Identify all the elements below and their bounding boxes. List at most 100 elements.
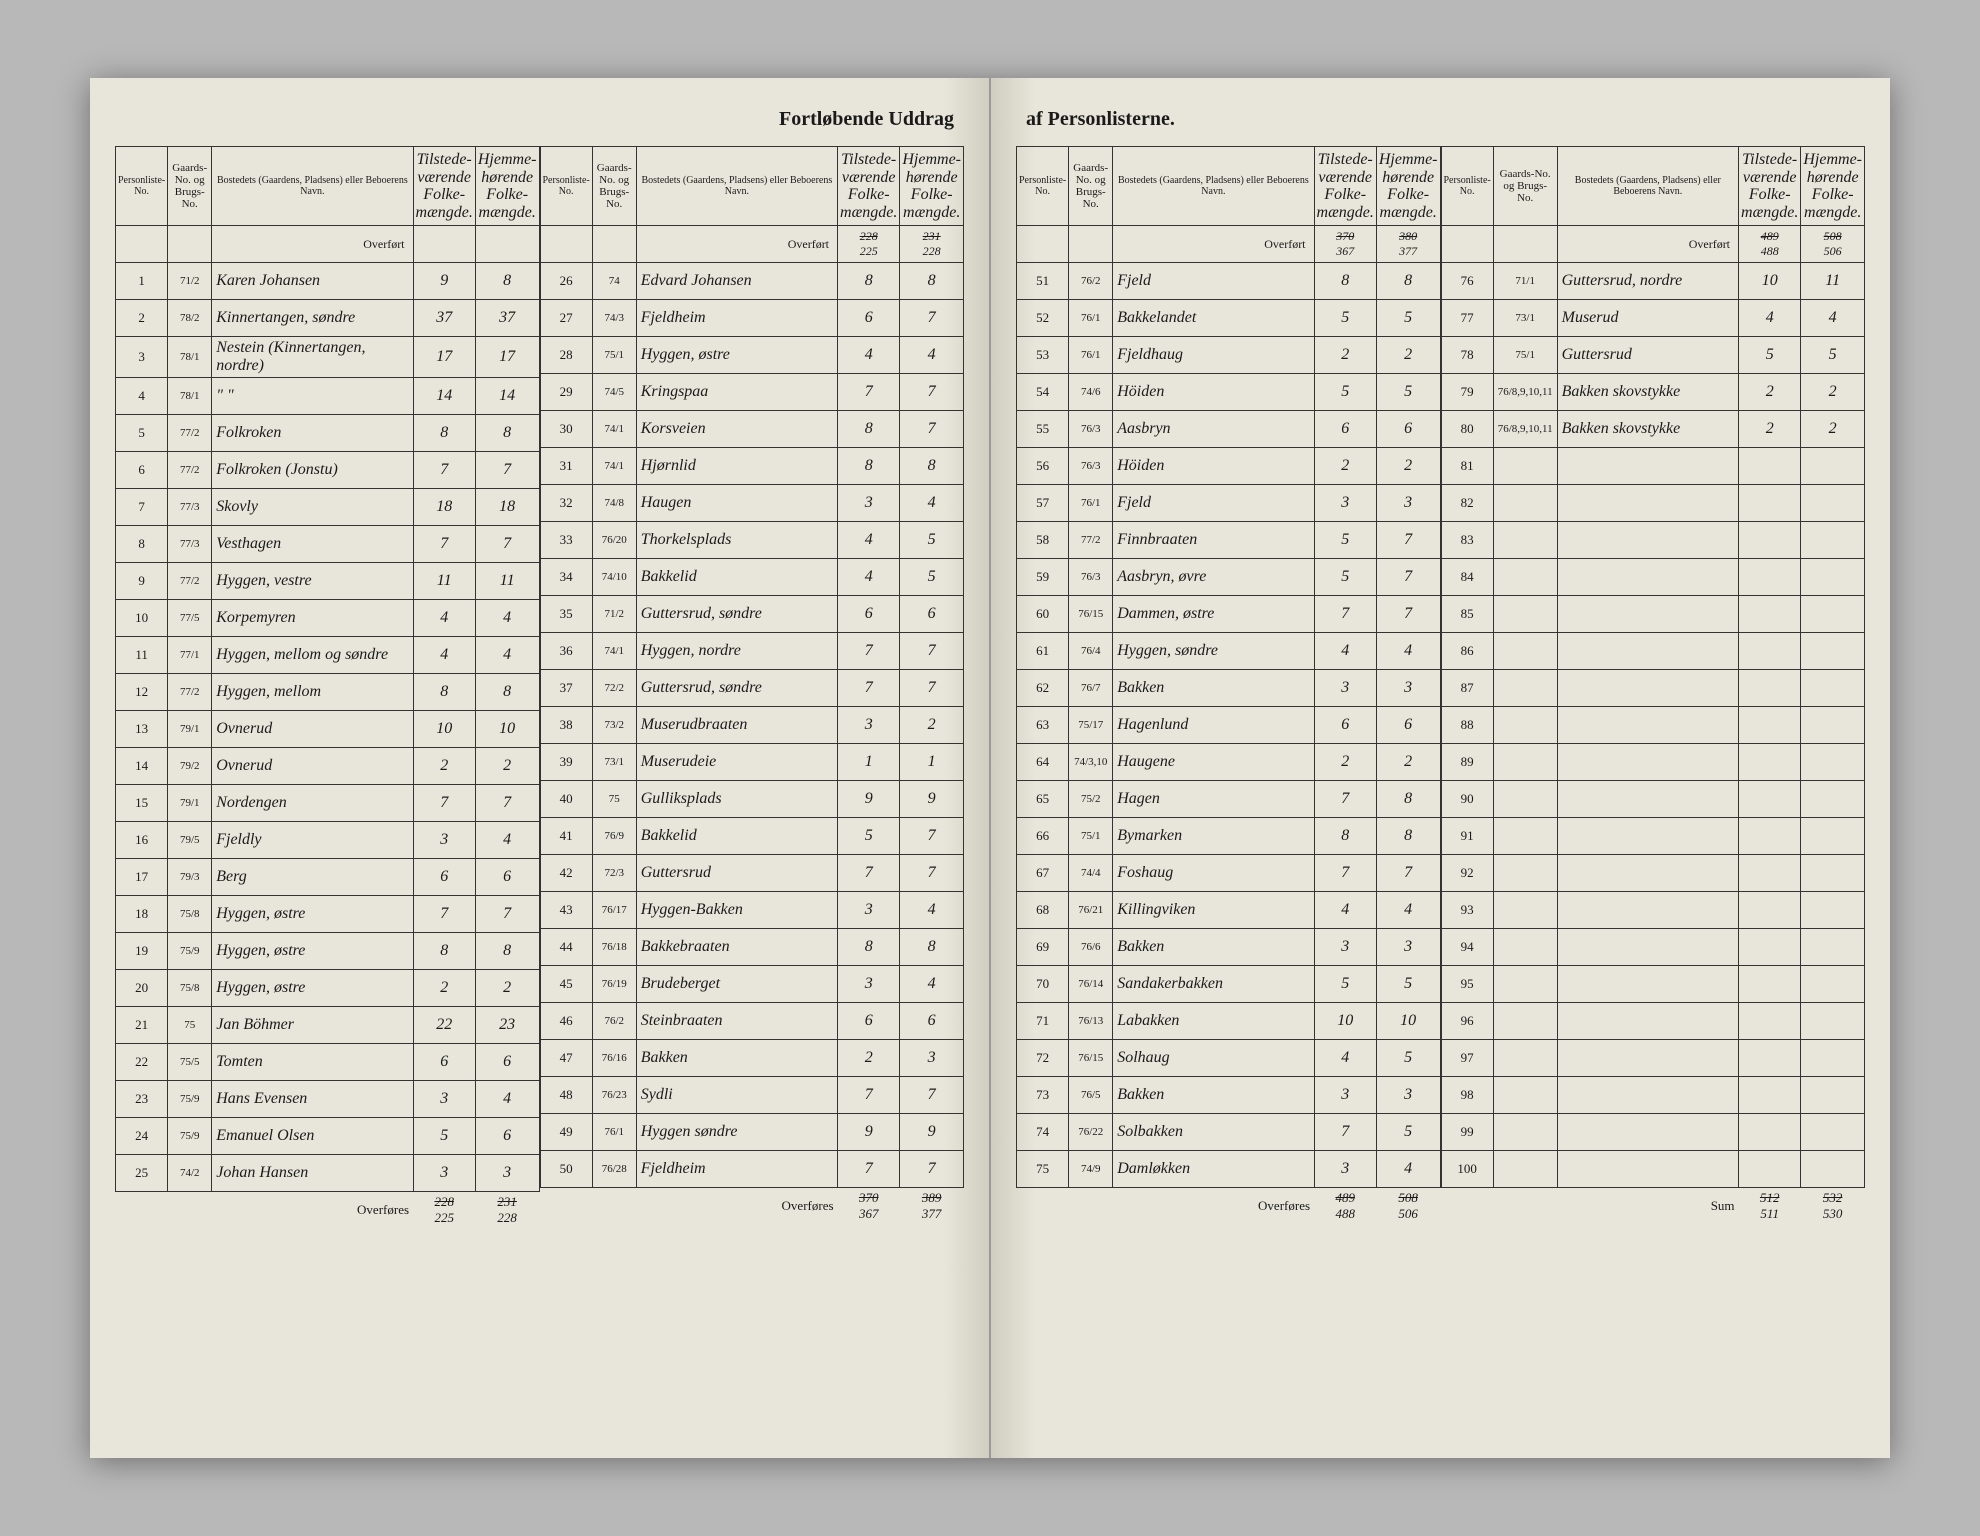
tilstede-count bbox=[1739, 670, 1801, 707]
gaard-number: 74/4 bbox=[1069, 855, 1113, 892]
tilstede-count bbox=[1739, 485, 1801, 522]
hjemme-count: 2 bbox=[1376, 337, 1440, 374]
row-number: 29 bbox=[540, 374, 592, 411]
hjemme-count: 2 bbox=[475, 748, 539, 785]
table-row: 14 79/2 Ovnerud 2 2 bbox=[116, 748, 540, 785]
table-row: 71 76/13 Labakken 10 10 bbox=[1017, 1003, 1441, 1040]
gaard-number: 76/6 bbox=[1069, 929, 1113, 966]
table-row: 89 bbox=[1441, 744, 1865, 781]
gaard-number: 76/5 bbox=[1069, 1077, 1113, 1114]
gaard-number: 76/14 bbox=[1069, 966, 1113, 1003]
row-number: 57 bbox=[1017, 485, 1069, 522]
bosted-name: Muserudeie bbox=[636, 744, 837, 781]
hjemme-count: 6 bbox=[900, 1003, 964, 1040]
table-row: 29 74/5 Kringspaa 7 7 bbox=[540, 374, 964, 411]
row-number: 46 bbox=[540, 1003, 592, 1040]
tilstede-count: 7 bbox=[1314, 1114, 1376, 1151]
table-row: 57 76/1 Fjeld 3 3 bbox=[1017, 485, 1441, 522]
table-row: 54 74/6 Höiden 5 5 bbox=[1017, 374, 1441, 411]
hjemme-count: 3 bbox=[1376, 485, 1440, 522]
tilstede-count: 4 bbox=[838, 559, 900, 596]
row-number: 19 bbox=[116, 933, 168, 970]
hjemme-count: 7 bbox=[475, 526, 539, 563]
bosted-name: Bakken skovstykke bbox=[1557, 374, 1738, 411]
table-row: 77 73/1 Muserud 4 4 bbox=[1441, 300, 1865, 337]
ledger-block-2: Personliste-No. Gaards-No. og Brugs-No. … bbox=[540, 146, 965, 1228]
gaard-number: 76/9 bbox=[592, 818, 636, 855]
row-number: 96 bbox=[1441, 1003, 1493, 1040]
gaard-number: 75/5 bbox=[168, 1044, 212, 1081]
table-row: 74 76/22 Solbakken 7 5 bbox=[1017, 1114, 1441, 1151]
bosted-name: Solbakken bbox=[1113, 1114, 1314, 1151]
row-number: 82 bbox=[1441, 485, 1493, 522]
row-number: 99 bbox=[1441, 1114, 1493, 1151]
bosted-name: Nestein (Kinnertangen, nordre) bbox=[212, 337, 413, 378]
table-row: 28 75/1 Hyggen, østre 4 4 bbox=[540, 337, 964, 374]
hjemme-count: 4 bbox=[475, 637, 539, 674]
bosted-name: Hyggen, vestre bbox=[212, 563, 413, 600]
tilstede-count: 6 bbox=[838, 300, 900, 337]
footer-label: Sum bbox=[1441, 1188, 1739, 1225]
gaard-number: 77/2 bbox=[168, 452, 212, 489]
gaard-number: 76/1 bbox=[592, 1114, 636, 1151]
row-number: 62 bbox=[1017, 670, 1069, 707]
bosted-name: Fjeldheim bbox=[636, 300, 837, 337]
gaard-number bbox=[1493, 596, 1557, 633]
tilstede-count: 5 bbox=[1314, 559, 1376, 596]
gaard-number: 74/5 bbox=[592, 374, 636, 411]
row-number: 90 bbox=[1441, 781, 1493, 818]
bosted-name: Karen Johansen bbox=[212, 263, 413, 300]
hjemme-count: 4 bbox=[1376, 633, 1440, 670]
bosted-name: Bakken skovstykke bbox=[1557, 411, 1738, 448]
row-number: 4 bbox=[116, 378, 168, 415]
ledger-table-3: Personliste-No. Gaards-No. og Brugs-No. … bbox=[1016, 146, 1441, 1224]
row-number: 72 bbox=[1017, 1040, 1069, 1077]
row-number: 89 bbox=[1441, 744, 1493, 781]
tilstede-count: 8 bbox=[1314, 263, 1376, 300]
table-row: 60 76/15 Dammen, østre 7 7 bbox=[1017, 596, 1441, 633]
bosted-name: Foshaug bbox=[1113, 855, 1314, 892]
header-tilstede: Tilstede-værende Folke-mængde. bbox=[1739, 147, 1801, 226]
header-bosted: Bostedets (Gaardens, Pladsens) eller Beb… bbox=[1557, 147, 1738, 226]
ledger-table-4: Personliste-No. Gaards-No. og Brugs-No. … bbox=[1441, 146, 1866, 1224]
table-row: 8 77/3 Vesthagen 7 7 bbox=[116, 526, 540, 563]
footer-row: Overføres 228225 231228 bbox=[116, 1192, 540, 1229]
footer-row: Overføres 370367 389377 bbox=[540, 1188, 964, 1225]
hjemme-count: 8 bbox=[475, 263, 539, 300]
bosted-name: Haugene bbox=[1113, 744, 1314, 781]
tilstede-count: 6 bbox=[413, 859, 475, 896]
row-number: 12 bbox=[116, 674, 168, 711]
bosted-name: Berg bbox=[212, 859, 413, 896]
header-gaard-no: Gaards-No. og Brugs-No. bbox=[592, 147, 636, 226]
bosted-name: Sydli bbox=[636, 1077, 837, 1114]
tilstede-count: 7 bbox=[413, 452, 475, 489]
table-row: 58 77/2 Finnbraaten 5 7 bbox=[1017, 522, 1441, 559]
table-row: 16 79/5 Fjeldly 3 4 bbox=[116, 822, 540, 859]
bosted-name: Fjeld bbox=[1113, 263, 1314, 300]
table-row: 82 bbox=[1441, 485, 1865, 522]
hjemme-count: 2 bbox=[900, 707, 964, 744]
bosted-name: Bakken bbox=[1113, 670, 1314, 707]
tilstede-count: 10 bbox=[1739, 263, 1801, 300]
hjemme-count: 4 bbox=[475, 822, 539, 859]
bosted-name: Aasbryn bbox=[1113, 411, 1314, 448]
gaard-number bbox=[1493, 966, 1557, 1003]
hjemme-count: 6 bbox=[475, 1118, 539, 1155]
bosted-name bbox=[1557, 522, 1738, 559]
row-number: 18 bbox=[116, 896, 168, 933]
gaard-number: 79/1 bbox=[168, 711, 212, 748]
table-row: 47 76/16 Bakken 2 3 bbox=[540, 1040, 964, 1077]
hjemme-count bbox=[1801, 1077, 1865, 1114]
bosted-name bbox=[1557, 744, 1738, 781]
gaard-number bbox=[1493, 781, 1557, 818]
tilstede-count: 2 bbox=[1739, 411, 1801, 448]
table-row: 98 bbox=[1441, 1077, 1865, 1114]
tilstede-count: 9 bbox=[838, 1114, 900, 1151]
bosted-name: Bakkelandet bbox=[1113, 300, 1314, 337]
tilstede-count bbox=[1739, 744, 1801, 781]
table-row: 69 76/6 Bakken 3 3 bbox=[1017, 929, 1441, 966]
table-row: 90 bbox=[1441, 781, 1865, 818]
ledger-table-2: Personliste-No. Gaards-No. og Brugs-No. … bbox=[540, 146, 965, 1224]
bosted-name: Hans Evensen bbox=[212, 1081, 413, 1118]
table-row: 36 74/1 Hyggen, nordre 7 7 bbox=[540, 633, 964, 670]
